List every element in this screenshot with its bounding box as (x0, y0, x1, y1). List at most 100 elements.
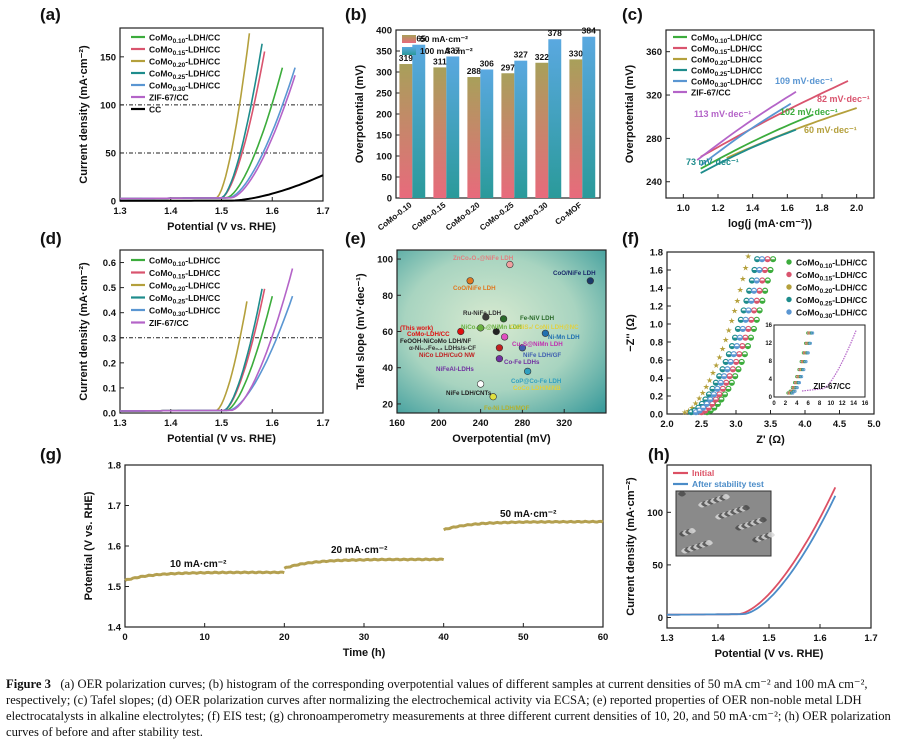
panel-b-data-label: 322 (535, 52, 549, 62)
panel-a-xtick-label: 1.6 (266, 206, 279, 217)
panel-e-point (524, 367, 532, 375)
panel-a-legend-sub: 0.15 (173, 50, 186, 57)
panel-e-point (457, 327, 465, 336)
panel-c-annotation: 73 mV·dec⁻¹ (686, 157, 739, 167)
panel-a-legend-text: CoMo0.30-LDH/CC (149, 81, 220, 94)
panel-e-ylabel: Tafel slope (mV·dec⁻¹) (355, 273, 367, 390)
panel-f-inset-marker (799, 375, 804, 379)
panel-c-legend-text: ZIF-67/CC (691, 88, 731, 98)
panel-c-legend-base: CoMo (691, 77, 715, 87)
panel-h-xtick-label: 1.6 (813, 633, 826, 644)
panel-g-xtick-label: 10 (199, 632, 210, 643)
panel-c-series-line (700, 113, 814, 170)
panel-label-e: (e) (345, 229, 366, 248)
panel-a-legend-sub: 0.10 (173, 38, 186, 45)
panel-d-legend-sub: 0.30 (173, 311, 186, 318)
panel-f-marker-fill (739, 361, 745, 365)
panel-e-point-label: NiFe LDH/CNTs (446, 390, 492, 397)
panel-b-bar (433, 67, 447, 198)
panel-f-marker: ★ (713, 361, 720, 370)
panel-b-ytick-label: 350 (376, 47, 392, 58)
panel-e-point (492, 327, 500, 336)
panel-e-point-label: CoO/NiFe LDH (553, 270, 596, 277)
panel-a-series-line (120, 75, 296, 200)
panel-f-inset-xtick: 6 (806, 401, 810, 407)
panel-f-marker-fill (751, 328, 757, 332)
panel-c-annotation: 109 mV·dec⁻¹ (775, 76, 833, 86)
panel-d-legend-text: ZIF-67/CC (149, 318, 189, 328)
panel-f-marker-fill (738, 319, 744, 323)
panel-d-legend-suffix: -LDH/CC (185, 256, 220, 266)
panel-f-marker-fill (741, 310, 747, 313)
panel-f-legend-marker (786, 296, 792, 303)
panel-c-legend-sub: 0.10 (715, 38, 728, 45)
panel-e-point (586, 277, 594, 285)
panel-d-ytick-label: 0.4 (103, 308, 117, 319)
panel-a-xlabel: Potential (V vs. RHE) (167, 221, 276, 233)
panel-b-bar (446, 56, 460, 199)
panel-d-ytick-label: 0.5 (103, 283, 117, 294)
panel-f-inset-marker (804, 360, 808, 364)
panel-e-point-label: (This work) (400, 325, 433, 332)
panel-f: 2.0 2.5 3.0 3.5 4.0 4.5 5.0 0.0 0.2 0.4 0.6 0.8 1.0 1… (625, 248, 881, 447)
panel-a-legend-text: CoMo0.10-LDH/CC (149, 33, 220, 46)
legend-sub: 0.25 (820, 301, 833, 308)
panel-e-ytick-label: 20 (382, 399, 393, 410)
panel-c-annotation: 102 mV·dec⁻¹ (780, 107, 838, 117)
panel-h-sem-texture (742, 505, 750, 511)
panel-e-background (397, 250, 606, 413)
panel-a-legend-base: CoMo (149, 33, 173, 43)
panel-f-legend-marker (786, 271, 792, 278)
panel-f-ytick-label: 0.6 (650, 356, 663, 367)
panel-c-ylabel: Overpotential (mV) (624, 64, 636, 163)
panel-f-inset-marker (793, 389, 797, 393)
legend-suffix: -LDH/CC (832, 295, 867, 305)
panel-a-legend-base: ZIF-67/CC (149, 93, 189, 103)
panel-f-ytick-label: 0.2 (650, 392, 663, 403)
panel-label-h: (h) (648, 445, 670, 464)
panel-g: 0 10 20 30 40 50 60 1.4 1.5 1.6 1.7 1.8 Time (h) Pote… (83, 461, 608, 660)
panel-c-ytick-label: 240 (646, 177, 662, 188)
panel-c-legend-base: CoMo (691, 33, 715, 43)
panel-f-ylabel: −Z'' (Ω) (625, 314, 637, 352)
panel-g-ylabel: Potential (V vs. RHE) (83, 491, 95, 600)
panel-h: 1.3 1.4 1.5 1.6 1.7 0 50 100 Potential (V vs. RH… (625, 464, 878, 660)
panel-f-inset-ytick: 0 (769, 395, 773, 401)
panel-g-segment-label: 20 mA·cm⁻² (331, 545, 388, 556)
panel-a-legend-text: CoMo0.25-LDH/CC (149, 69, 220, 82)
panel-f-marker: ★ (719, 344, 726, 353)
caption-text: (a) OER polarization curves; (b) histogr… (6, 677, 891, 739)
panel-b-ytick-label: 0 (387, 194, 392, 205)
panel-f-inset-marker (810, 331, 815, 335)
panel-d-legend-base: CoMo (149, 306, 173, 316)
panel-g-ytick-label: 1.8 (108, 461, 121, 472)
panel-a-legend-suffix: -LDH/CC (185, 45, 220, 55)
panel-f-ytick-label: 1.0 (650, 320, 663, 331)
panel-f-marker-fill (762, 269, 768, 273)
panel-f-inset-marker (795, 385, 799, 390)
panel-f-marker-fill (727, 376, 733, 379)
panel-g-xtick-label: 0 (122, 632, 127, 643)
panel-c-legend-base: ZIF-67/CC (691, 88, 731, 98)
panel-h-xtick-label: 1.7 (864, 633, 877, 644)
panel-h-ytick-label: 0 (658, 613, 663, 624)
panel-h-ylabel: Current density (mA·cm⁻²) (625, 477, 637, 616)
panel-f-ytick-label: 0.0 (650, 410, 663, 421)
panel-e-xtick-label: 240 (473, 418, 489, 429)
panel-f-marker-fill (745, 346, 751, 349)
panel-e-point-label: NiFe LDH/GF (523, 352, 561, 359)
legend-suffix: -LDH/CC (832, 270, 867, 280)
panel-b-bar (399, 64, 413, 199)
panel-f-inset-marker (805, 351, 809, 355)
panel-b-bar (480, 69, 494, 198)
panel-a-legend-base: CoMo (149, 45, 173, 55)
panel-f-marker-fill (718, 382, 724, 386)
panel-h-ytick-label: 100 (647, 508, 663, 519)
panel-f-marker-fill (713, 382, 719, 386)
legend-suffix: -LDH/CC (832, 258, 867, 268)
panel-c-ytick-label: 360 (646, 47, 662, 58)
panel-c-xtick-label: 1.8 (815, 203, 828, 214)
panel-c-series-line (700, 128, 797, 174)
panel-f-inset-marker (794, 385, 798, 390)
